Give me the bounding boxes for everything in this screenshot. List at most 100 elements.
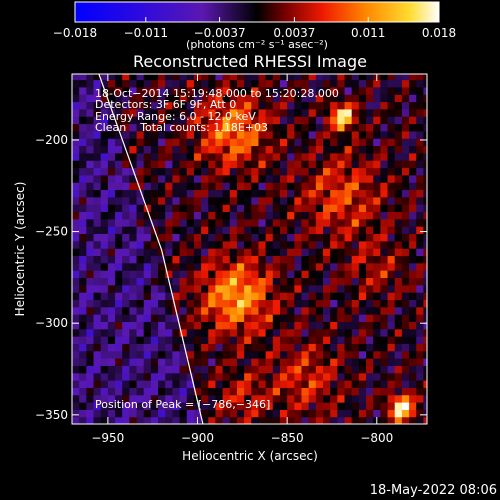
heatmap-cell bbox=[272, 314, 281, 322]
heatmap-cell bbox=[115, 94, 123, 103]
heatmap-cell bbox=[358, 380, 367, 388]
heatmap-cell bbox=[423, 108, 427, 117]
heatmap-cell bbox=[129, 270, 138, 278]
heatmap-cell bbox=[294, 79, 303, 88]
heatmap-cell bbox=[344, 174, 353, 183]
heatmap-cell bbox=[79, 101, 87, 110]
heatmap-cell bbox=[179, 218, 188, 227]
heatmap-cell bbox=[179, 74, 188, 81]
heatmap-cell bbox=[229, 174, 238, 183]
heatmap-cell bbox=[150, 123, 159, 132]
heatmap-cell bbox=[380, 152, 389, 161]
heatmap-cell bbox=[251, 233, 260, 242]
heatmap-cell bbox=[79, 74, 87, 81]
heatmap-cell bbox=[136, 416, 145, 424]
heatmap-cell bbox=[308, 211, 317, 220]
heatmap-cell bbox=[366, 270, 374, 278]
heatmap-cell bbox=[373, 101, 381, 110]
heatmap-cell bbox=[366, 343, 374, 352]
heatmap-cell bbox=[401, 328, 410, 337]
heatmap-cell bbox=[93, 108, 102, 117]
heatmap-cell bbox=[115, 343, 123, 352]
heatmap-cell bbox=[265, 116, 274, 125]
heatmap-cell bbox=[93, 145, 102, 154]
heatmap-cell bbox=[344, 74, 353, 81]
heatmap-cell bbox=[222, 299, 231, 308]
heatmap-cell bbox=[308, 299, 317, 308]
heatmap-cell bbox=[244, 284, 252, 293]
heatmap-cell bbox=[337, 416, 346, 424]
heatmap-cell bbox=[222, 226, 231, 235]
heatmap-cell bbox=[186, 152, 195, 161]
heatmap-cell bbox=[265, 270, 274, 278]
heatmap-cell bbox=[337, 196, 346, 205]
heatmap-cell bbox=[272, 101, 281, 110]
heatmap-cell bbox=[236, 284, 245, 293]
heatmap-cell bbox=[115, 299, 123, 308]
heatmap-cell bbox=[401, 160, 410, 169]
heatmap-cell bbox=[409, 314, 417, 322]
heatmap-cell bbox=[150, 255, 159, 264]
heatmap-cell bbox=[244, 262, 252, 271]
heatmap-cell bbox=[423, 402, 427, 410]
heatmap-cell bbox=[251, 270, 260, 278]
heatmap-cell bbox=[136, 292, 145, 300]
heatmap-cell bbox=[337, 123, 346, 132]
heatmap-cell bbox=[380, 321, 389, 330]
heatmap-cell bbox=[158, 402, 166, 410]
heatmap-cell bbox=[208, 123, 217, 132]
heatmap-cell bbox=[330, 372, 338, 381]
heatmap-cell bbox=[215, 138, 224, 147]
heatmap-cell bbox=[279, 387, 288, 396]
heatmap-cell bbox=[330, 380, 338, 388]
heatmap-cell bbox=[308, 358, 317, 366]
heatmap-cell bbox=[215, 123, 224, 132]
heatmap-cell bbox=[222, 292, 231, 300]
heatmap-cell bbox=[344, 328, 353, 337]
heatmap-cell bbox=[122, 299, 130, 308]
heatmap-cell bbox=[258, 321, 267, 330]
heatmap-cell bbox=[201, 123, 209, 132]
heatmap-cell bbox=[401, 86, 410, 95]
heatmap-cell bbox=[179, 262, 188, 271]
heatmap-cell bbox=[86, 284, 95, 293]
heatmap-cell bbox=[323, 182, 331, 191]
heatmap-cell bbox=[107, 372, 116, 381]
heatmap-cell bbox=[394, 94, 403, 103]
heatmap-cell bbox=[251, 226, 260, 235]
heatmap-cell bbox=[423, 336, 427, 344]
heatmap-cell bbox=[323, 380, 331, 388]
heatmap-cell bbox=[258, 233, 267, 242]
heatmap-cell bbox=[222, 108, 231, 117]
heatmap-cell bbox=[208, 174, 217, 183]
heatmap-cell bbox=[179, 255, 188, 264]
heatmap-cell bbox=[136, 336, 145, 344]
heatmap-cell bbox=[373, 284, 381, 293]
heatmap-cell bbox=[387, 284, 396, 293]
heatmap-cell bbox=[172, 270, 181, 278]
heatmap-cell bbox=[208, 402, 217, 410]
heatmap-cell bbox=[86, 409, 95, 418]
heatmap-cell bbox=[301, 380, 310, 388]
heatmap-cell bbox=[258, 409, 267, 418]
heatmap-cell bbox=[387, 350, 396, 359]
heatmap-cell bbox=[79, 416, 87, 424]
heatmap-cell bbox=[107, 358, 116, 366]
heatmap-cell bbox=[222, 130, 231, 139]
heatmap-cell bbox=[179, 380, 188, 388]
heatmap-cell bbox=[79, 130, 87, 139]
heatmap-cell bbox=[244, 255, 252, 264]
heatmap-cell bbox=[279, 299, 288, 308]
heatmap-cell bbox=[409, 284, 417, 293]
heatmap-cell bbox=[229, 108, 238, 117]
heatmap-cell bbox=[294, 321, 303, 330]
heatmap-cell bbox=[143, 394, 152, 403]
heatmap-cell bbox=[366, 387, 374, 396]
heatmap-cell bbox=[143, 204, 152, 213]
heatmap-cell bbox=[265, 79, 274, 88]
heatmap-cell bbox=[409, 86, 417, 95]
heatmap-cell bbox=[115, 189, 123, 198]
y-tick-label: −200 bbox=[35, 133, 68, 147]
heatmap-cell bbox=[193, 123, 202, 132]
heatmap-cell bbox=[373, 314, 381, 322]
